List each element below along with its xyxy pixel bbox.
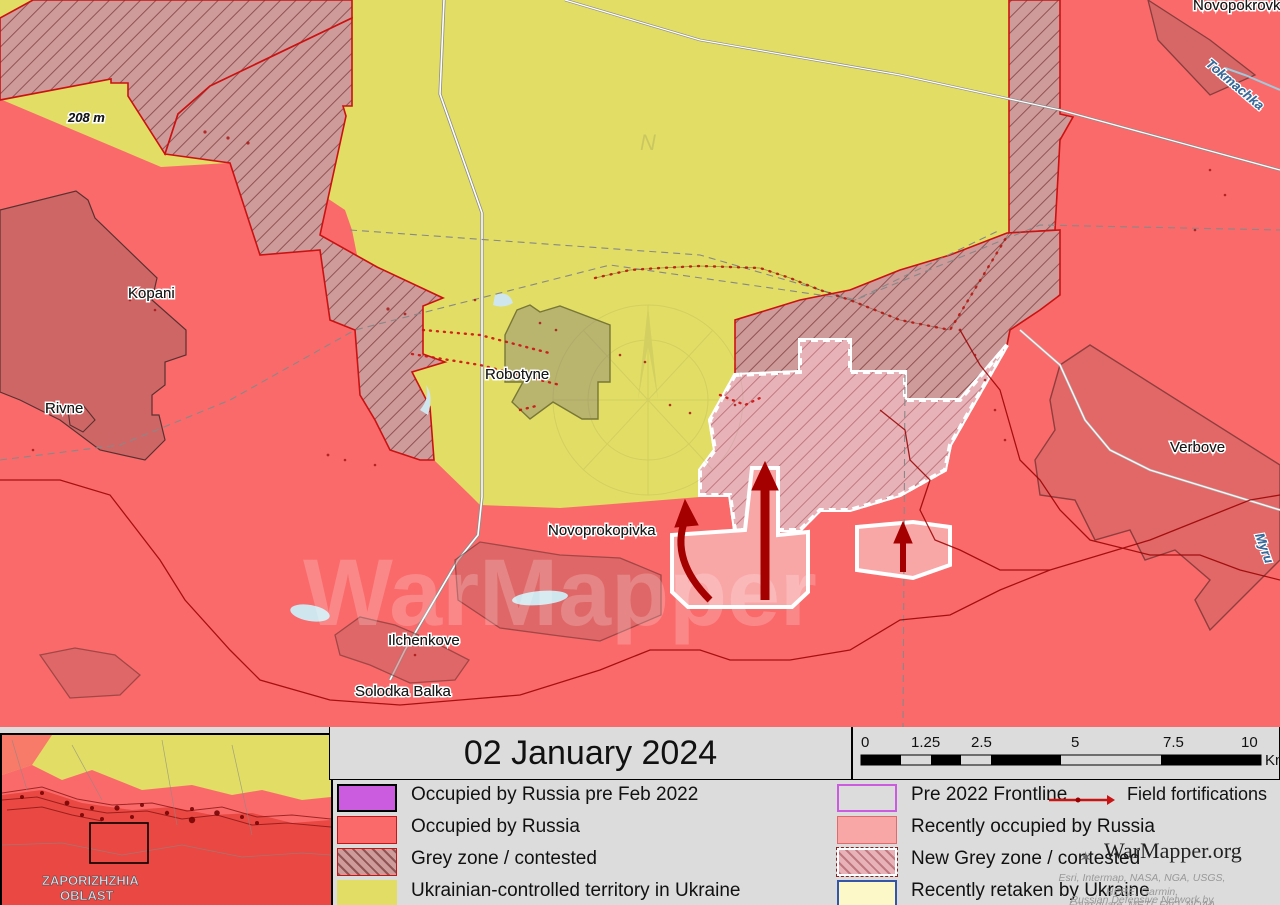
svg-text:Kopani: Kopani <box>128 285 175 302</box>
svg-text:OBLAST: OBLAST <box>60 888 114 903</box>
svg-text:208 m: 208 m <box>67 110 105 125</box>
svg-text:Ilchenkove: Ilchenkove <box>388 632 460 649</box>
svg-text:7.5: 7.5 <box>1163 734 1184 751</box>
svg-text:Rivne: Rivne <box>45 400 83 417</box>
svg-text:5: 5 <box>1071 734 1079 751</box>
svg-text:1.25: 1.25 <box>911 734 940 751</box>
svg-text:Solodka Balka: Solodka Balka <box>355 683 452 700</box>
svg-text:0: 0 <box>861 734 869 751</box>
svg-text:2.5: 2.5 <box>971 734 992 751</box>
svg-text:WarMapper: WarMapper <box>303 540 817 646</box>
svg-text:Novopokrovka: Novopokrovka <box>1193 0 1280 14</box>
svg-text:Novoprokopivka: Novoprokopivka <box>548 522 656 539</box>
svg-text:Km: Km <box>1265 752 1280 769</box>
svg-text:ZAPORIZHZHIA: ZAPORIZHZHIA <box>42 873 139 888</box>
svg-text:10: 10 <box>1241 734 1258 751</box>
svg-text:Robotyne: Robotyne <box>485 366 549 383</box>
svg-text:N: N <box>640 130 656 155</box>
svg-text:Verbove: Verbove <box>1170 439 1225 456</box>
